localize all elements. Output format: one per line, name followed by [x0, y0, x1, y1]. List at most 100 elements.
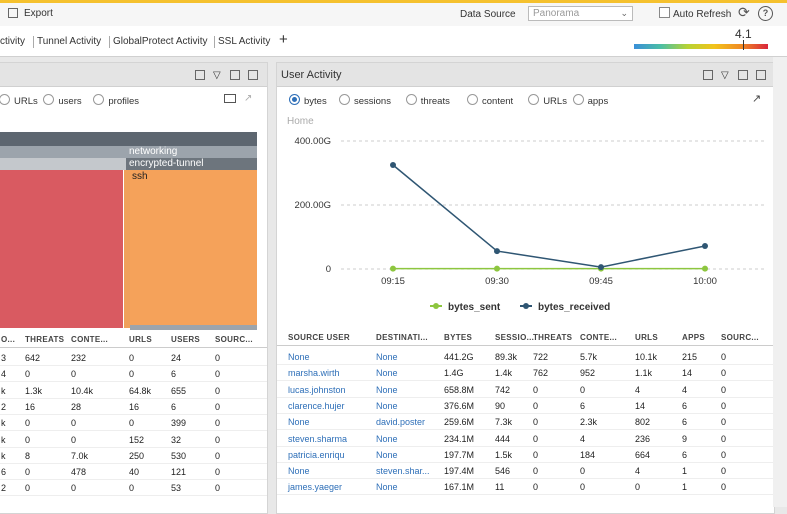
column-header[interactable]: THREATS: [533, 333, 572, 342]
treemap-cell: [130, 325, 257, 330]
chart-icon[interactable]: ↗: [244, 93, 252, 104]
filter-icon[interactable]: ▽: [213, 70, 223, 80]
data-source-select[interactable]: Panorama ⌄: [528, 6, 633, 21]
link-cell[interactable]: None: [376, 385, 398, 395]
radio-option[interactable]: profiles: [93, 94, 139, 107]
radio-option[interactable]: URLs: [528, 94, 567, 107]
table-cell: 0: [580, 385, 585, 395]
data-source-value: Panorama: [533, 8, 579, 19]
tab[interactable]: Tunnel Activity: [37, 36, 101, 47]
table-cell: 14: [635, 401, 645, 411]
table-cell: 0: [721, 417, 726, 427]
export-button[interactable]: Export: [24, 8, 53, 19]
link-cell[interactable]: david.poster: [376, 417, 425, 427]
link-cell[interactable]: clarence.hujer: [288, 401, 345, 411]
tab[interactable]: ctivity: [0, 36, 25, 47]
link-cell[interactable]: None: [376, 401, 398, 411]
column-header[interactable]: USERS: [171, 335, 200, 344]
radio-option[interactable]: sessions: [339, 94, 391, 107]
link-cell[interactable]: None: [376, 482, 398, 492]
link-cell[interactable]: None: [376, 450, 398, 460]
treemap-cell[interactable]: [123, 170, 130, 328]
radio-button[interactable]: [406, 94, 417, 105]
column-header[interactable]: CONTE...: [71, 335, 108, 344]
column-header[interactable]: APPS: [682, 333, 705, 342]
link-cell[interactable]: None: [376, 352, 398, 362]
link-cell[interactable]: lucas.johnston: [288, 385, 346, 395]
view-icon[interactable]: [224, 94, 236, 103]
radio-button[interactable]: [339, 94, 350, 105]
radio-option[interactable]: bytes: [289, 94, 327, 107]
table-cell: 530: [171, 451, 186, 461]
header-rule: [277, 345, 774, 346]
table-cell: 2: [1, 483, 6, 493]
column-header[interactable]: URLS: [635, 333, 658, 342]
radio-option[interactable]: users: [43, 94, 81, 107]
radio-button[interactable]: [573, 94, 584, 105]
table-cell: 0: [580, 482, 585, 492]
export-icon[interactable]: [756, 70, 766, 80]
column-header[interactable]: SESSIO...: [495, 333, 534, 342]
refresh-icon[interactable]: ⟳: [738, 4, 750, 21]
table-cell: 167.1M: [444, 482, 474, 492]
filter-icon[interactable]: ▽: [721, 70, 731, 80]
radio-option[interactable]: URLs: [0, 94, 38, 107]
column-header[interactable]: THREATS: [25, 335, 64, 344]
export-icon[interactable]: [8, 8, 18, 18]
treemap-header: [0, 132, 257, 146]
table-cell: 722: [533, 352, 548, 362]
link-cell[interactable]: None: [288, 352, 310, 362]
column-header[interactable]: O...: [1, 335, 15, 344]
tab[interactable]: +: [279, 31, 288, 48]
export-icon[interactable]: [248, 70, 258, 80]
table-icon[interactable]: [230, 70, 240, 80]
table-cell: 0: [129, 369, 134, 379]
link-cell[interactable]: steven.sharma: [288, 434, 347, 444]
table-cell: 6: [171, 402, 176, 412]
link-cell[interactable]: None: [376, 368, 398, 378]
link-cell[interactable]: steven.shar...: [376, 466, 430, 476]
radio-button[interactable]: [467, 94, 478, 105]
table-cell: 250: [129, 451, 144, 461]
column-header[interactable]: SOURC...: [215, 335, 253, 344]
link-cell[interactable]: None: [288, 417, 310, 427]
column-header[interactable]: URLS: [129, 335, 152, 344]
link-cell[interactable]: marsha.wirth: [288, 368, 340, 378]
table-cell: 0: [721, 401, 726, 411]
radio-option[interactable]: content: [467, 94, 513, 107]
chart-icon[interactable]: ↗: [752, 92, 761, 105]
column-header[interactable]: CONTE...: [580, 333, 617, 342]
panel-icon[interactable]: [195, 70, 205, 80]
table-cell: 0: [215, 402, 220, 412]
x-tick-label: 09:15: [381, 276, 405, 287]
radio-button[interactable]: [289, 94, 300, 105]
radio-option[interactable]: apps: [573, 94, 609, 107]
tab[interactable]: GlobalProtect Activity: [113, 36, 207, 47]
column-header[interactable]: SOURCE USER: [288, 333, 350, 342]
column-header[interactable]: SOURC...: [721, 333, 759, 342]
link-cell[interactable]: patricia.enriqu: [288, 450, 345, 460]
treemap-cell[interactable]: [130, 170, 257, 325]
radio-button[interactable]: [528, 94, 539, 105]
table-cell: k: [1, 451, 6, 461]
auto-refresh-checkbox[interactable]: [659, 7, 670, 18]
link-cell[interactable]: None: [376, 434, 398, 444]
column-header[interactable]: BYTES: [444, 333, 472, 342]
table-cell: 5.7k: [580, 352, 597, 362]
help-icon[interactable]: ?: [758, 6, 773, 21]
table-cell: 90: [495, 401, 505, 411]
radio-button[interactable]: [0, 94, 10, 105]
row-rule: [0, 463, 267, 464]
table-icon[interactable]: [738, 70, 748, 80]
treemap-cell[interactable]: [0, 170, 123, 328]
panel-icon[interactable]: [703, 70, 713, 80]
column-header[interactable]: DESTINATI...: [376, 333, 428, 342]
radio-option[interactable]: threats: [406, 94, 450, 107]
table-cell: 1.3k: [25, 386, 42, 396]
link-cell[interactable]: james.yaeger: [288, 482, 342, 492]
radio-button[interactable]: [43, 94, 54, 105]
link-cell[interactable]: None: [288, 466, 310, 476]
tab[interactable]: SSL Activity: [218, 36, 270, 47]
radio-button[interactable]: [93, 94, 104, 105]
row-rule: [277, 446, 774, 447]
